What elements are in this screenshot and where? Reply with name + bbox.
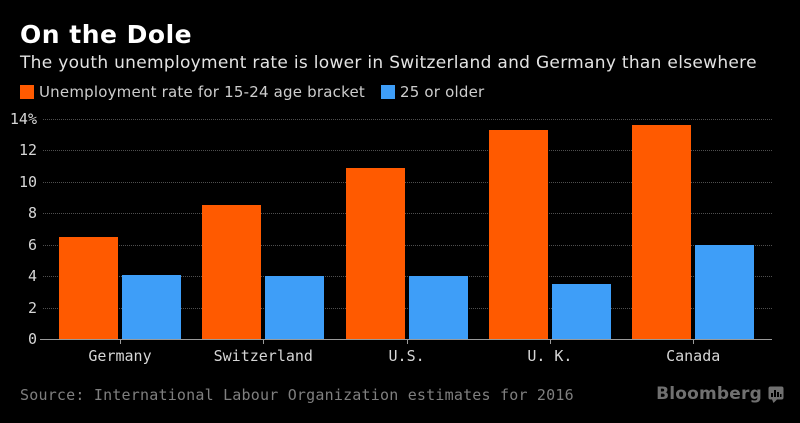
category-label-us: U.S.: [388, 347, 425, 365]
y-tick-label-0: 0: [27, 330, 37, 348]
gridline-10: [43, 181, 772, 183]
chart-subtitle: The youth unemployment rate is lower in …: [20, 53, 757, 73]
category-label-uk: U. K.: [527, 347, 573, 365]
legend: Unemployment rate for 15-24 age bracket 2…: [20, 83, 484, 101]
y-tick-label-2: 2: [27, 298, 37, 317]
bloomberg-terminal-icon: [768, 386, 784, 403]
category-label-canada: Canada: [666, 347, 721, 365]
bar-germany-older: [122, 274, 181, 339]
x-tick-0: [120, 339, 121, 344]
x-axis-line: [40, 339, 772, 340]
bar-switzerland-older: [265, 276, 325, 339]
gridline-4: [43, 276, 772, 278]
bar-switzerland-youth: [202, 205, 262, 339]
y-tick-label-10: 10: [18, 172, 37, 191]
gridline-2: [43, 307, 772, 309]
bar-germany-youth: [59, 236, 118, 339]
legend-swatch-0: [20, 85, 34, 99]
x-tick-3: [549, 339, 551, 344]
chart-title: On the Dole: [20, 20, 193, 49]
bar-canada-youth: [632, 125, 692, 339]
gridline-12: [43, 150, 772, 152]
y-tick-label-6: 6: [27, 235, 37, 254]
brand: Bloomberg: [656, 384, 784, 404]
legend-item-1: 25 or older: [380, 83, 485, 101]
y-tick-label-14: 14%: [9, 110, 37, 128]
legend-item-0: Unemployment rate for 15-24 age bracket: [20, 83, 365, 101]
bar-uk-older: [551, 284, 611, 339]
y-tick-label-12: 12: [18, 141, 37, 160]
legend-label-0: Unemployment rate for 15-24 age bracket: [39, 83, 365, 101]
bar-uk-youth: [488, 130, 548, 339]
gridline-6: [43, 244, 772, 246]
y-tick-label-8: 8: [27, 204, 37, 223]
plot-area: 14% 12 10 8 6 4 2 0 Germany Switzerland U.S. U. K. C…: [10, 112, 772, 365]
gridline-14: [43, 119, 772, 120]
gridline-8: [43, 213, 772, 215]
y-tick-label-4: 4: [27, 267, 37, 286]
x-tick-1: [263, 339, 265, 344]
x-tick-4: [693, 339, 695, 344]
category-label-germany: Germany: [88, 347, 152, 365]
x-tick-2: [406, 339, 408, 344]
bar-us-older: [408, 276, 468, 339]
bar-canada-older: [695, 244, 755, 339]
category-label-switzerland: Switzerland: [213, 347, 313, 365]
source-note: Source: International Labour Organizatio…: [20, 386, 574, 404]
legend-swatch-1: [380, 85, 395, 99]
bloomberg-wordmark: Bloomberg: [656, 384, 762, 404]
bar-us-youth: [345, 167, 405, 339]
legend-label-1: 25 or older: [399, 83, 485, 101]
